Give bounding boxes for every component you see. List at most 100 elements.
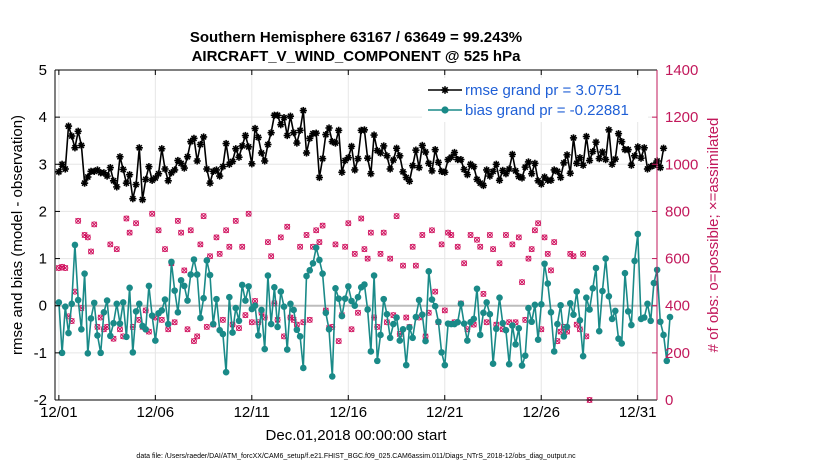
- obs-assimilated-point: [88, 248, 94, 255]
- obs-possible-point: [348, 326, 355, 333]
- y-tick-label-left: -2: [34, 392, 47, 409]
- obs-assimilated-point: [117, 326, 123, 333]
- rmse-point: [129, 195, 137, 203]
- rmse-point: [553, 167, 562, 175]
- obs-possible-point: [551, 239, 558, 246]
- bias-point: [396, 337, 404, 344]
- obs-assimilated-point: [332, 241, 339, 248]
- obs-assimilated-point: [268, 253, 275, 260]
- rmse-point: [367, 170, 375, 178]
- bias-point: [71, 241, 79, 249]
- bias-point: [476, 331, 484, 339]
- bias-point: [303, 272, 310, 280]
- bias-point: [470, 315, 478, 323]
- bias-point: [242, 297, 249, 304]
- obs-assimilated-point: [165, 326, 172, 333]
- bias-point: [586, 306, 593, 313]
- obs-assimilated-point: [355, 309, 361, 316]
- bias-point: [338, 312, 346, 320]
- y-tick-label-right: 600: [665, 251, 690, 268]
- obs-possible-point: [541, 234, 548, 241]
- obs-assimilated-point: [461, 260, 468, 267]
- obs-possible-point: [477, 243, 484, 250]
- rmse-point: [637, 154, 645, 162]
- bias-point: [438, 349, 445, 356]
- rmse-point: [344, 154, 352, 162]
- obs-assimilated-point: [313, 227, 320, 234]
- obs-possible-point: [245, 210, 252, 217]
- bias-point: [499, 319, 507, 327]
- bias-point: [287, 300, 294, 308]
- obs-possible-point: [483, 319, 490, 326]
- y-tick-label-left: 0: [39, 298, 47, 315]
- rmse-point: [283, 131, 291, 140]
- obs-assimilated-point: [477, 243, 484, 250]
- rmse-point: [216, 172, 224, 180]
- obs-possible-point: [409, 243, 416, 250]
- rmse-point: [505, 165, 513, 173]
- obs-assimilated-point: [541, 234, 548, 241]
- rmse-point: [360, 126, 369, 134]
- rmse-point: [589, 147, 597, 156]
- bias-point: [254, 332, 262, 339]
- obs-possible-point: [473, 236, 480, 243]
- bias-point: [419, 311, 426, 318]
- rmse-point: [306, 134, 314, 142]
- bias-point: [599, 287, 606, 295]
- obs-assimilated-point: [490, 246, 497, 253]
- bias-point: [428, 296, 436, 303]
- rmse-point: [235, 153, 243, 161]
- obs-possible-point: [506, 319, 513, 326]
- rmse-point: [241, 131, 250, 140]
- obs-assimilated-point: [445, 229, 452, 236]
- rmse-point: [71, 144, 79, 152]
- obs-assimilated-point: [364, 255, 371, 262]
- rmse-point: [161, 165, 169, 173]
- obs-possible-point: [142, 307, 149, 314]
- bias-point: [628, 321, 635, 329]
- bias-point: [332, 284, 339, 292]
- axes: [54, 69, 658, 401]
- rmse-point: [409, 162, 417, 170]
- bias-point: [595, 327, 603, 335]
- chart-title-line2: AIRCRAFT_V_WIND_COMPONENT @ 525 hPa: [192, 48, 522, 65]
- obs-possible-point: [419, 232, 426, 238]
- rmse-point: [447, 153, 455, 161]
- rmse-point: [196, 140, 204, 149]
- obs-assimilated-point: [486, 232, 493, 238]
- bias-point: [386, 334, 394, 342]
- rmse-point: [286, 112, 295, 120]
- bias-point: [142, 325, 150, 333]
- rmse-point: [158, 145, 166, 153]
- obs-assimilated-point: [232, 217, 239, 224]
- bias-point: [164, 320, 172, 328]
- obs-possible-point: [297, 243, 304, 250]
- rmse-point: [299, 106, 307, 115]
- bias-point: [390, 320, 397, 328]
- obs-assimilated-point: [480, 290, 487, 297]
- obs-assimilated-point: [113, 246, 120, 253]
- rmse-point: [122, 179, 131, 187]
- obs-possible-point: [155, 227, 162, 234]
- bias-point: [515, 325, 523, 332]
- obs-assimilated-point: [432, 288, 439, 295]
- rmse-point: [563, 151, 571, 159]
- chart-title-line1: Southern Hemisphere 63167 / 63649 = 99.2…: [190, 29, 522, 46]
- obs-possible-point: [290, 316, 297, 323]
- rmse-point: [312, 129, 320, 137]
- bias-point: [171, 287, 178, 294]
- obs-possible-point: [428, 227, 435, 234]
- obs-assimilated-point: [367, 229, 374, 236]
- bias-point: [312, 244, 320, 252]
- obs-possible-point: [374, 323, 381, 330]
- obs-possible-point: [239, 243, 246, 250]
- obs-assimilated-point: [236, 325, 242, 332]
- obs-assimilated-point: [393, 213, 400, 220]
- obs-assimilated-point: [194, 333, 201, 340]
- bias-point: [370, 272, 378, 279]
- rmse-point: [135, 144, 143, 152]
- bias-point: [525, 304, 532, 312]
- rmse-point: [319, 155, 327, 163]
- rmse-point: [579, 161, 587, 169]
- obs-assimilated-point: [62, 265, 69, 271]
